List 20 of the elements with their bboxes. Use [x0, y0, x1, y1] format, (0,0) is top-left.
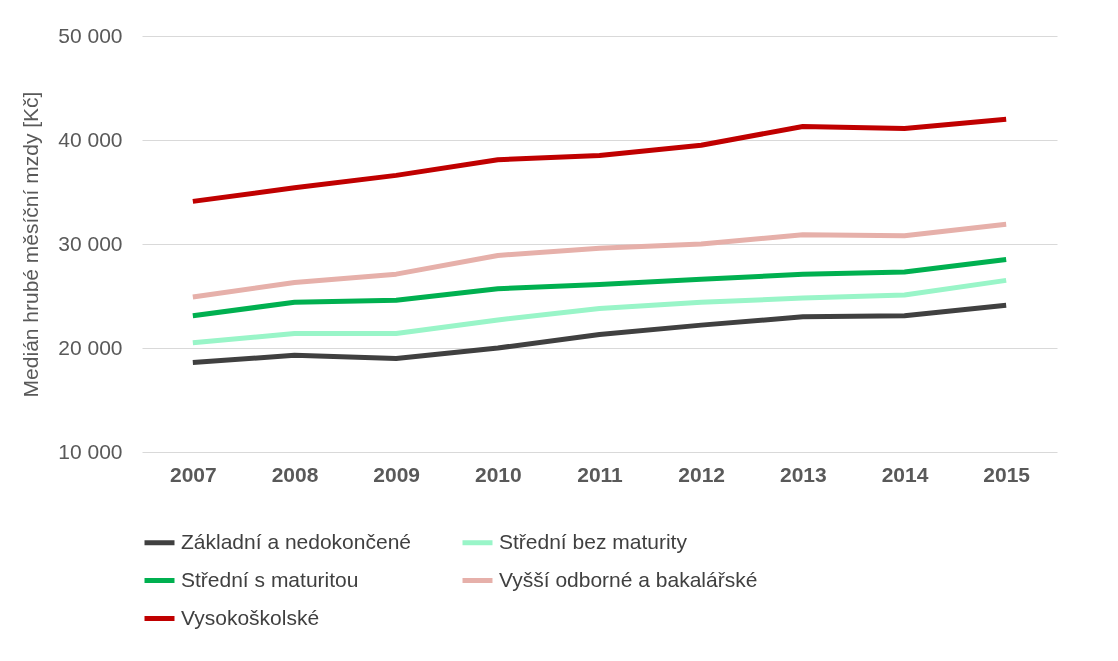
legend-label: Střední s maturitou	[181, 567, 359, 591]
legend-label: Základní a nedokončené	[181, 529, 412, 553]
y-axis-title: Medián hrubé měsíční mzdy [Kč]	[19, 91, 43, 398]
x-tick-label: 2009	[373, 462, 421, 486]
x-tick-label: 2012	[678, 462, 726, 486]
legend-label: Střední bez maturity	[499, 529, 688, 553]
y-tick-label: 10 000	[58, 439, 123, 463]
x-tick-label: 2013	[779, 462, 827, 486]
legend-label: Vyšší odborné a bakalářské	[499, 567, 758, 591]
x-tick-label: 2014	[881, 462, 929, 486]
x-tick-label: 2007	[169, 462, 217, 486]
y-tick-label: 20 000	[58, 335, 123, 359]
x-tick-label: 2010	[474, 462, 522, 486]
y-tick-label: 50 000	[58, 23, 123, 47]
y-tick-label: 30 000	[58, 231, 123, 255]
x-tick-label: 2008	[271, 462, 319, 486]
x-tick-label: 2015	[983, 462, 1031, 486]
legend-label: Vysokoškolské	[181, 605, 320, 629]
y-tick-label: 40 000	[58, 127, 123, 151]
x-tick-label: 2011	[577, 462, 624, 486]
